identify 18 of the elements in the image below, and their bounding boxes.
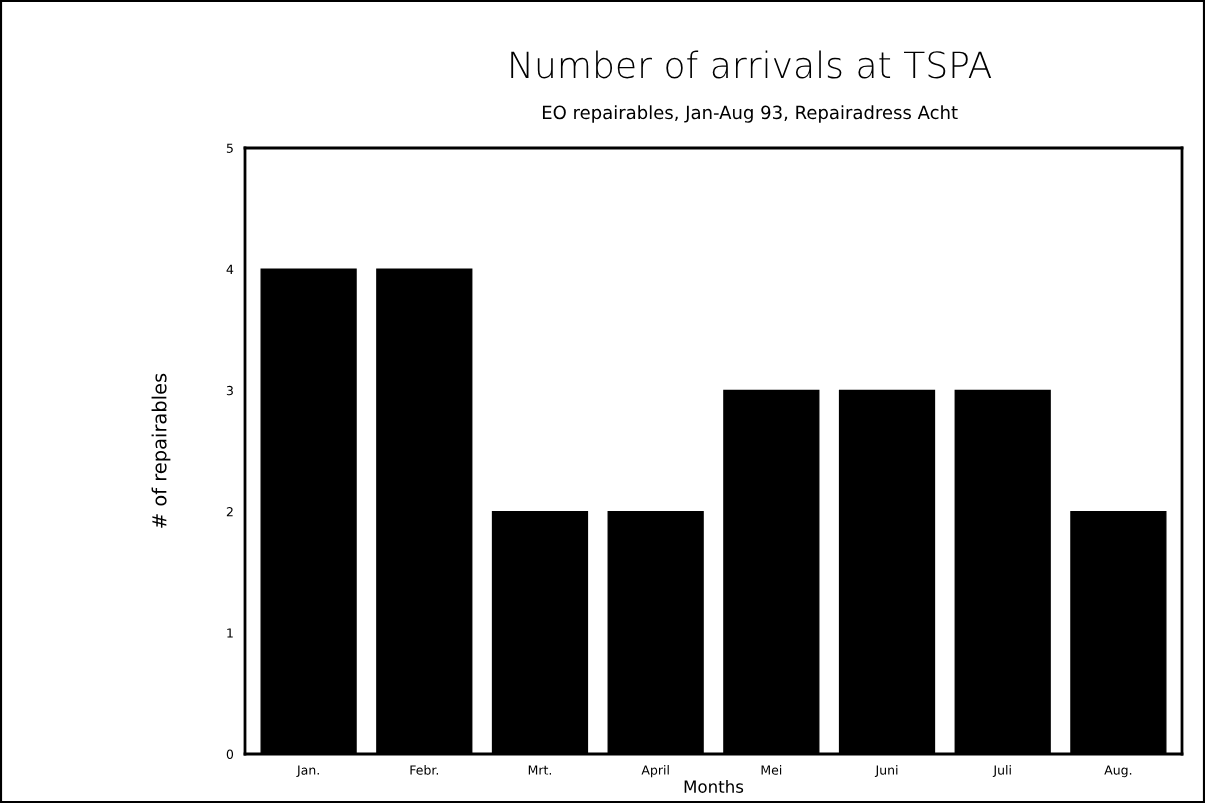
x-axis-title: Months [684,779,744,793]
chart-title: Number of arrivals at TSPA [511,50,992,79]
x-tick-label: Jan. [296,765,319,778]
x-tick-label: Mrt. [528,765,552,775]
x-tick-label: Febr. [410,765,438,775]
y-axis-title: # of repairables [151,373,171,528]
x-tick-label: Juli [992,765,1011,778]
chart-subtitle: EO repairables, Jan-Aug 93, Repairadress Acht [542,105,958,123]
y-tick-label: 0 [226,749,234,759]
y-tick-label: 4 [226,264,234,274]
y-tick-label: 1 [227,628,233,638]
y-tick-label: 5 [226,143,233,153]
x-tick-label: Juni [874,765,898,778]
y-tick-label: 3 [226,385,233,396]
x-tick-label: Aug. [1104,765,1132,778]
y-tick-label: 2 [226,507,233,517]
x-tick-label: Mei [761,765,782,775]
x-tick-label: April [641,765,669,778]
